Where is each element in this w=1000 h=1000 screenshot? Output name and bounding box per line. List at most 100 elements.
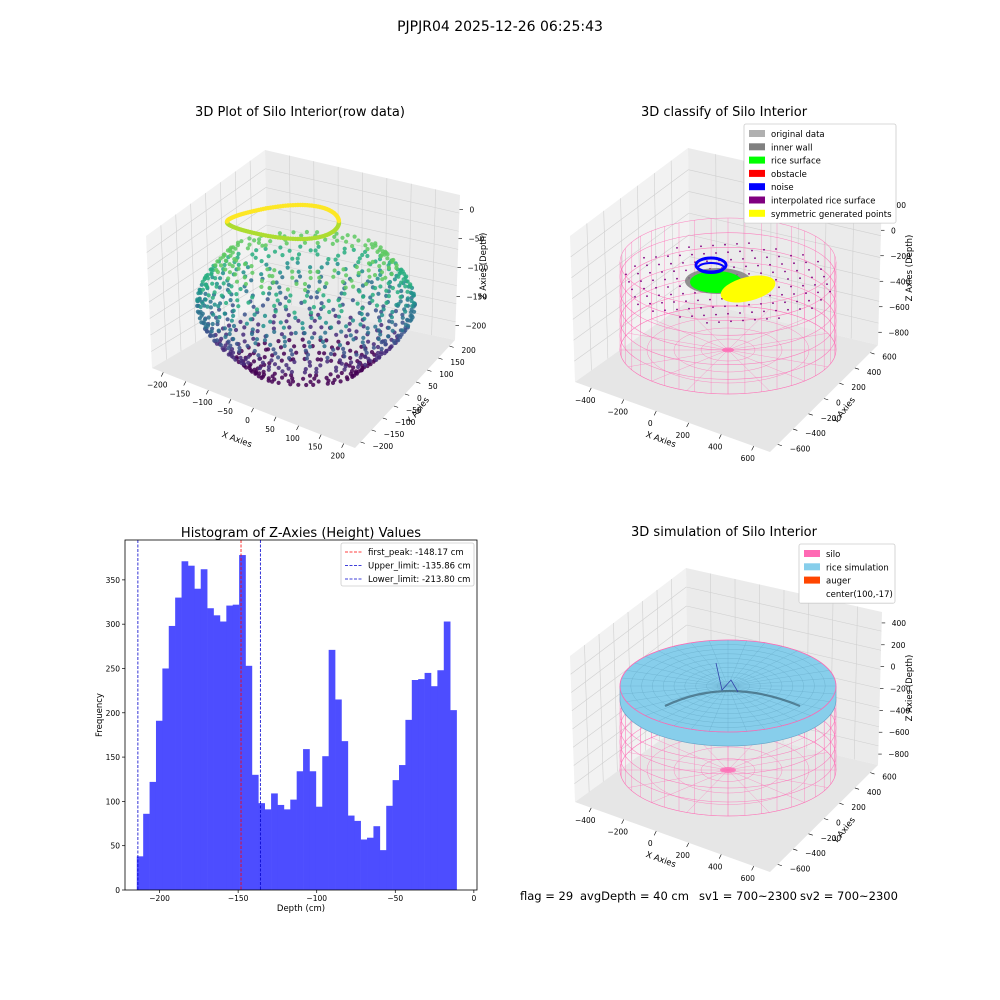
data-point xyxy=(208,299,213,304)
simulation-x-tick: −400 xyxy=(575,816,596,825)
data-point xyxy=(336,314,342,319)
histogram-y-tick: 200 xyxy=(106,709,121,718)
data-point xyxy=(341,267,346,272)
data-point xyxy=(266,367,271,372)
data-point xyxy=(360,283,366,288)
tick-mark xyxy=(449,345,454,348)
data-point xyxy=(320,339,326,344)
data-point xyxy=(269,358,274,363)
data-point xyxy=(262,313,268,318)
data-point xyxy=(288,382,293,387)
histogram-bar xyxy=(187,565,195,890)
data-point xyxy=(383,338,388,344)
raw-x-tick: 100 xyxy=(285,434,300,443)
data-point xyxy=(302,370,307,375)
raw-3d-plot: 3D Plot of Silo Interior(row data) −200 −… xyxy=(146,105,489,461)
classify-z-label: Z Axies (Depth) xyxy=(905,235,915,302)
tick-mark xyxy=(718,854,722,859)
interpolated-point xyxy=(652,279,654,282)
rice-mesh-spoke xyxy=(727,677,835,687)
simulation-y-tick: −400 xyxy=(805,849,826,858)
interpolated-point xyxy=(799,277,801,280)
data-point xyxy=(211,312,216,317)
silo-center-marker xyxy=(720,767,736,773)
data-point xyxy=(300,326,305,331)
tick-mark xyxy=(588,387,592,393)
histogram-bar xyxy=(335,699,342,890)
data-point xyxy=(205,304,210,309)
data-point xyxy=(280,275,285,280)
data-point xyxy=(272,314,277,319)
histogram-bar xyxy=(290,799,297,890)
interpolated-point xyxy=(826,283,828,285)
raw-x-tick: −50 xyxy=(217,407,233,416)
histogram-bar xyxy=(341,741,349,890)
raw-plot-title: 3D Plot of Silo Interior(row data) xyxy=(195,105,405,120)
data-point xyxy=(230,350,236,355)
tick-mark xyxy=(296,425,299,431)
classify-x-tick: 600 xyxy=(741,454,756,463)
data-point xyxy=(400,328,405,333)
data-point xyxy=(223,343,228,348)
data-point xyxy=(342,350,347,355)
data-point xyxy=(355,301,360,306)
data-point xyxy=(282,335,287,340)
data-point xyxy=(323,330,328,335)
data-point xyxy=(271,326,276,331)
data-point xyxy=(339,309,344,314)
interpolated-point xyxy=(643,287,645,290)
classify-legend-label: inner wall xyxy=(771,143,812,153)
interpolated-point xyxy=(685,300,687,303)
classify-legend-label: noise xyxy=(771,183,794,193)
data-point xyxy=(321,293,326,298)
data-point xyxy=(282,339,288,344)
rice-mesh-spoke xyxy=(727,650,798,687)
interpolated-point xyxy=(625,273,627,276)
raw-y-tick: 100 xyxy=(439,370,454,379)
histogram-bar xyxy=(213,615,221,890)
data-point xyxy=(220,271,226,276)
data-point xyxy=(231,323,237,329)
data-point xyxy=(234,292,239,297)
legend-swatch xyxy=(804,563,820,571)
data-point xyxy=(231,336,236,342)
data-point xyxy=(257,237,262,242)
grid-line xyxy=(571,191,689,278)
data-point xyxy=(233,327,239,333)
classify-x-label: X Axies xyxy=(644,430,677,450)
silo-floor-spoke xyxy=(651,769,729,803)
data-point xyxy=(321,304,326,309)
data-point xyxy=(344,375,349,380)
simulation-x-tick: 400 xyxy=(708,863,723,872)
data-point xyxy=(214,267,219,273)
simulation-x-label: X Axies xyxy=(644,850,677,870)
data-point xyxy=(242,262,248,267)
data-point xyxy=(209,329,214,334)
data-point xyxy=(210,321,215,327)
data-point xyxy=(242,275,247,280)
interpolated-point xyxy=(778,286,780,289)
raw-x-tick: −200 xyxy=(147,380,168,389)
data-point xyxy=(260,243,265,248)
simulation-y-tick: −200 xyxy=(821,834,842,843)
data-point xyxy=(230,264,235,269)
data-point xyxy=(282,343,287,349)
interpolated-point xyxy=(793,262,795,265)
legend-frame xyxy=(798,543,896,604)
data-point xyxy=(337,343,343,348)
interpolated-point xyxy=(658,294,660,297)
tick-mark xyxy=(793,848,798,851)
data-point xyxy=(334,368,339,373)
interpolated-point xyxy=(757,264,759,267)
data-point xyxy=(256,353,261,358)
histogram-bar xyxy=(283,809,291,890)
tick-mark xyxy=(206,390,209,395)
figure-title: PJPJR04 2025-12-26 06:25:43 xyxy=(397,19,603,35)
data-point xyxy=(259,284,264,289)
interpolated-point xyxy=(748,273,750,275)
histogram-bar xyxy=(155,720,163,890)
data-point xyxy=(335,261,340,267)
data-point xyxy=(304,356,309,361)
data-point xyxy=(284,363,289,368)
data-point xyxy=(316,379,321,384)
